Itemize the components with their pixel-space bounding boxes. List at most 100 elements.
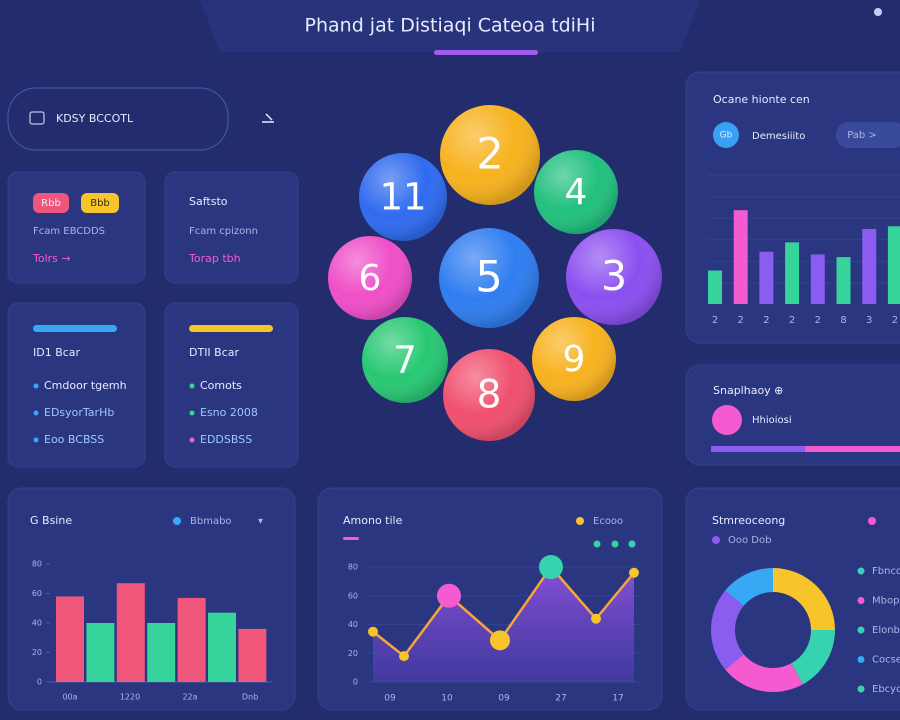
pill-label: Rbb (41, 198, 61, 209)
x-tick-label: 17 (612, 694, 623, 704)
bar (862, 228, 877, 304)
card (164, 171, 299, 284)
ball-label: 7 (393, 339, 417, 382)
list-item[interactable]: Cmdoor tgemh (44, 379, 127, 392)
list-item[interactable]: EDDSBSS (200, 433, 252, 446)
legend-label: Mbop (872, 596, 899, 607)
donut-slice (711, 590, 744, 670)
bullet (33, 383, 39, 389)
point (399, 651, 409, 662)
ball-label: 8 (477, 373, 502, 418)
pill[interactable] (33, 193, 69, 213)
list-title: ID1 Bcar (33, 346, 81, 359)
legend-dot (857, 685, 865, 693)
y-tick-label: 80 (348, 563, 358, 572)
bar (177, 597, 206, 682)
ball-label: 6 (359, 258, 382, 299)
button-label: Pab > (847, 130, 877, 141)
x-tick-label: Dnb (242, 693, 258, 702)
y-tick-label: 40 (348, 620, 358, 629)
legend-dot (857, 656, 865, 663)
button[interactable] (836, 122, 900, 148)
card-title: Saftsto (189, 195, 228, 208)
legend-dot (173, 517, 181, 525)
bar (56, 596, 84, 682)
x-tick-label: 3 (866, 315, 872, 326)
donut-slice (725, 654, 803, 693)
legend-label: Elonb (872, 625, 900, 636)
progress-part (711, 446, 805, 452)
point (437, 583, 461, 608)
ball-shine (566, 229, 662, 325)
search-box[interactable] (7, 87, 229, 151)
ball-shine (362, 317, 448, 403)
ball-shine (439, 228, 539, 328)
bar (86, 623, 115, 682)
ball-label: 9 (563, 339, 586, 380)
title-accent (343, 537, 359, 540)
ball-shine (328, 236, 412, 320)
area (373, 567, 634, 682)
panel-title: Snaplhaoy ⊕ (713, 384, 783, 397)
x-tick-label: 09 (384, 694, 396, 704)
panel-title: G Bsine (30, 514, 72, 527)
panel-title: Stmreoceong (712, 514, 785, 527)
y-tick-label: 20 (348, 649, 358, 658)
x-tick-label: 2 (763, 315, 769, 326)
ball-shine (440, 105, 540, 205)
pill[interactable] (81, 193, 119, 213)
x-tick-label: 1220 (120, 693, 140, 702)
snapshot-icon (712, 405, 742, 435)
page-title: Phand jat Distiaqi Cateoa tdiHi (305, 15, 596, 37)
donut-slice (791, 630, 835, 685)
x-tick-label: 00a (62, 693, 77, 702)
list-card (7, 302, 146, 468)
card-link[interactable]: Tolrs → (32, 252, 71, 265)
user-name: Demesiiito (752, 131, 805, 142)
legend-dot (868, 517, 876, 525)
point (539, 555, 563, 579)
x-tick-label: 10 (441, 694, 453, 704)
bar (759, 251, 774, 304)
bullet (189, 437, 195, 443)
menu-icon[interactable]: ▾ (258, 516, 263, 527)
panel-title: Amono tile (343, 514, 403, 527)
list-item[interactable]: Comots (200, 379, 242, 392)
title-underline (434, 50, 538, 55)
list-item[interactable]: Eoo BCBSS (44, 433, 104, 446)
x-tick-label: 2 (712, 315, 718, 326)
ball-shine (359, 153, 447, 241)
ball-shine (443, 349, 535, 441)
y-tick-label: 60 (32, 589, 42, 598)
legend-label: Cocse (872, 655, 900, 666)
dot (593, 540, 601, 548)
panel-subtitle: Ooo Dob (728, 535, 771, 546)
accent-bar (33, 325, 117, 332)
x-tick-label: 2 (892, 315, 898, 326)
snapshot-item: Hhioiosi (752, 415, 792, 426)
bullet (33, 437, 39, 443)
edit-icon[interactable] (262, 113, 274, 123)
donut-slice (773, 568, 835, 630)
card-subtitle: Fcam EBCDDS (33, 226, 105, 237)
panel-title: Ocane hionte cen (713, 93, 810, 106)
x-tick-label: 2 (789, 315, 795, 326)
window-dot[interactable] (874, 8, 882, 16)
bar (208, 612, 236, 682)
list-item[interactable]: Esno 2008 (200, 406, 258, 419)
legend-dot (857, 597, 865, 604)
search-label: KDSY BCCOTL (56, 112, 134, 125)
legend-dot (857, 567, 865, 575)
card-link[interactable]: Torap tbh (188, 252, 241, 265)
ball-label: 3 (601, 252, 627, 300)
point (629, 567, 639, 578)
bullet (189, 383, 195, 389)
donut-slice (725, 568, 773, 606)
avatar (713, 122, 739, 148)
list-item[interactable]: EDsyorTarHb (44, 406, 114, 419)
ball-label: 5 (475, 253, 502, 303)
ball-shine (532, 317, 616, 401)
bar (238, 628, 267, 682)
ball-shine (534, 150, 618, 234)
